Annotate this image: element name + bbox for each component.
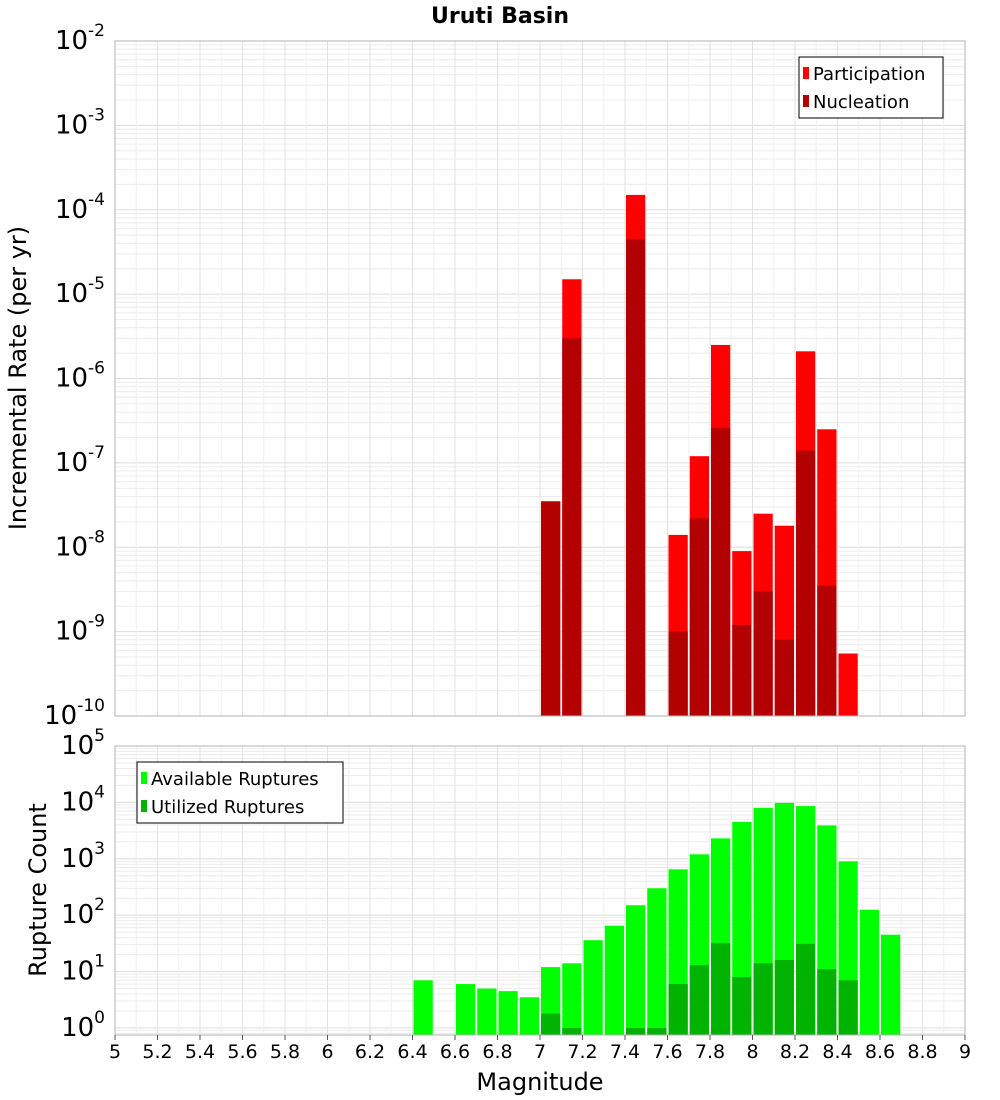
y-tick-label: 10-7	[55, 443, 105, 478]
x-tick-label: 6.6	[440, 1041, 470, 1063]
y-axis-label: Incremental Rate (per yr)	[4, 226, 32, 530]
bar	[562, 1027, 582, 1035]
x-tick-label: 5.6	[227, 1041, 257, 1063]
x-tick-label: 7.8	[695, 1041, 725, 1063]
legend-swatch	[803, 67, 809, 79]
bar	[732, 624, 752, 716]
bar	[626, 239, 646, 716]
bar	[838, 653, 858, 716]
bar	[817, 585, 837, 716]
x-tick-label: 8.6	[865, 1041, 895, 1063]
bar	[732, 977, 752, 1035]
grid	[114, 40, 966, 717]
x-tick-label: 6.4	[397, 1041, 427, 1063]
legend-label: Nucleation	[813, 92, 909, 113]
bar	[796, 450, 816, 716]
bar	[456, 984, 476, 1035]
bar	[668, 984, 688, 1035]
bar	[774, 960, 794, 1035]
bar	[753, 591, 773, 716]
legend-label: Utilized Ruptures	[151, 797, 304, 818]
y-tick-label: 10-4	[55, 190, 105, 225]
x-tick-label: 6	[321, 1041, 333, 1063]
bar	[519, 997, 539, 1035]
y-tick-label: 10-2	[55, 21, 105, 56]
legend-box	[136, 761, 344, 824]
bar	[881, 934, 901, 1035]
chart-title: Uruti Basin	[431, 4, 569, 29]
y-tick-label: 10-3	[55, 105, 105, 140]
y-tick-label: 10-8	[55, 527, 105, 562]
x-tick-label: 8	[746, 1041, 758, 1063]
x-tick-label: 7.6	[652, 1041, 682, 1063]
series-nucleation	[541, 239, 837, 716]
y-tick-label: 100	[61, 1008, 105, 1043]
x-tick-label: 8.2	[780, 1041, 810, 1063]
legend: Available Ruptures Utilized Ruptures	[136, 761, 344, 824]
legend-swatch	[141, 772, 147, 784]
bar	[711, 427, 731, 716]
bar	[689, 518, 709, 716]
y-axis-label: Rupture Count	[24, 803, 52, 977]
x-tick-label: 8.4	[822, 1041, 852, 1063]
bar	[753, 963, 773, 1035]
y-tick-label: 103	[61, 839, 105, 874]
legend-swatch	[803, 95, 809, 107]
count-panel: 100 101 102 103 104 105 Rupture Count Available…	[24, 726, 971, 1096]
bar	[817, 969, 837, 1035]
y-tick-label: 104	[61, 782, 105, 817]
y-tick-label: 101	[61, 952, 105, 987]
rate-panel: 10-10 10-9 10-8 10-7 10-6 10-5 10-4 10-3 10-2 Inc…	[4, 21, 966, 731]
legend-label: Available Ruptures	[151, 769, 319, 790]
bar	[477, 988, 497, 1035]
bar	[689, 965, 709, 1035]
x-tick-label: 5.4	[185, 1041, 215, 1063]
x-tick-label: 7.4	[610, 1041, 640, 1063]
bar	[604, 925, 624, 1035]
x-tick-label: 8.8	[907, 1041, 937, 1063]
x-tick-label: 9	[959, 1041, 971, 1063]
legend-box	[798, 56, 944, 119]
x-tick-label: 5.2	[142, 1041, 172, 1063]
bar	[626, 905, 646, 1035]
bar	[774, 639, 794, 716]
bar	[796, 943, 816, 1035]
bar	[647, 888, 667, 1035]
legend-label: Participation	[813, 64, 925, 85]
x-tick-label: 7	[534, 1041, 546, 1063]
legend: Participation Nucleation	[798, 56, 944, 119]
bar	[647, 1027, 667, 1035]
bar	[583, 940, 603, 1035]
bar	[498, 991, 518, 1035]
bar	[668, 631, 688, 716]
bar	[413, 980, 433, 1035]
y-tick-label: 10-6	[55, 359, 105, 394]
plot-frame	[114, 40, 966, 717]
x-tick-label: 5.8	[270, 1041, 300, 1063]
legend-swatch	[141, 800, 147, 812]
bar	[541, 501, 561, 716]
bar	[562, 963, 582, 1035]
x-tick-label: 7.2	[567, 1041, 597, 1063]
x-tick-label: 6.2	[355, 1041, 385, 1063]
y-tick-label: 10-5	[55, 274, 105, 309]
y-tick-label: 10-9	[55, 612, 105, 647]
x-tick-label: 5	[109, 1041, 121, 1063]
x-tick-label: 6.8	[482, 1041, 512, 1063]
bar	[626, 1027, 646, 1035]
series-utilized-ruptures	[541, 943, 858, 1035]
bar	[859, 909, 879, 1035]
x-axis-label: Magnitude	[476, 1068, 603, 1096]
bar	[541, 1013, 561, 1035]
bar	[711, 943, 731, 1035]
y-tick-label: 102	[61, 895, 105, 930]
y-tick-label: 10-10	[44, 696, 105, 731]
y-tick-label: 105	[61, 726, 105, 761]
bar	[562, 338, 582, 716]
bar	[838, 980, 858, 1035]
